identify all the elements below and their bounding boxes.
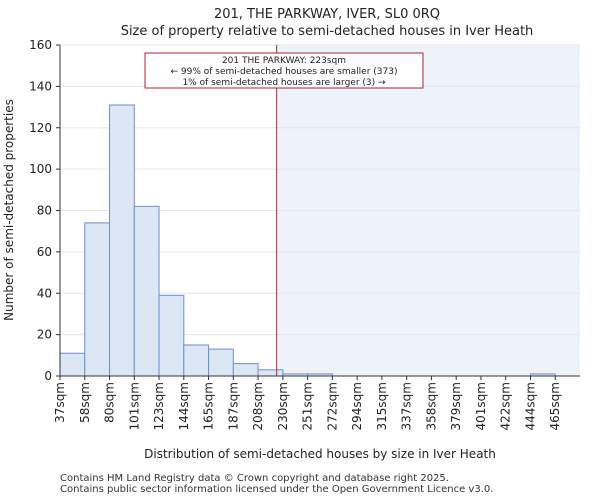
x-tick-label: 358sqm [424,382,438,430]
x-tick-label: 272sqm [325,382,339,430]
annotation-line2: ← 99% of semi-detached houses are smalle… [171,67,398,77]
y-axis-label: Number of semi-detached properties [2,99,16,321]
bar-165sqm [208,348,234,377]
y-tick-labels: 0 20 40 60 80 100 120 140 160 [29,38,60,383]
x-tick-label: 123sqm [152,382,166,430]
chart-title-line2: Size of property relative to semi-detach… [121,24,534,39]
x-tick-label: 208sqm [251,382,265,430]
footer-line1: Contains HM Land Registry data © Crown c… [60,473,449,484]
y-tick-label: 120 [29,121,52,135]
x-tick-label: 144sqm [177,382,191,430]
x-tick-label: 422sqm [499,382,513,430]
annotation-line3: 1% of semi-detached houses are larger (3… [182,78,386,88]
x-tick-label: 465sqm [548,382,562,430]
bar-187sqm [232,363,259,377]
y-tick-label: 100 [29,162,52,176]
x-tick-label: 315sqm [375,382,389,430]
y-tick-label: 20 [37,328,52,342]
y-tick-label: 40 [37,286,52,300]
x-tick-label: 230sqm [276,382,290,430]
x-tick-label: 337sqm [400,382,414,430]
x-tick-label: 251sqm [301,382,315,430]
bar-37sqm [59,352,86,377]
bar-101sqm [133,205,160,377]
x-tick-label: 379sqm [449,382,463,430]
y-tick-label: 160 [29,38,52,52]
x-tick-label: 165sqm [202,382,216,430]
bar-58sqm [84,222,111,377]
bar-80sqm [109,104,135,377]
x-axis-label: Distribution of semi-detached houses by … [144,447,496,461]
x-tick-label: 37sqm [53,382,67,423]
bar-123sqm [158,294,185,377]
y-tick-label: 80 [37,204,52,218]
y-tick-label: 140 [29,79,52,93]
chart-title-line1: 201, THE PARKWAY, IVER, SL0 0RQ [214,7,440,22]
bar-208sqm [257,369,284,377]
annotation-box: 201 THE PARKWAY: 223sqm ← 99% of semi-de… [144,52,424,89]
bars [59,104,556,377]
y-tick-label: 60 [37,245,52,259]
annotation-line1: 201 THE PARKWAY: 223sqm [222,56,346,66]
x-tick-label: 294sqm [350,382,364,430]
footer-line2: Contains public sector information licen… [60,484,494,495]
x-tick-labels: 37sqm 58sqm 80sqm 101sqm 123sqm 144sqm 165sqm 1… [53,376,562,430]
x-tick-label: 80sqm [103,382,117,423]
x-tick-label: 444sqm [523,382,537,430]
x-tick-label: 187sqm [226,382,240,430]
bar-144sqm [183,344,210,377]
x-tick-label: 401sqm [474,382,488,430]
x-tick-label: 58sqm [78,382,92,423]
x-tick-label: 101sqm [127,382,141,430]
y-tick-label: 0 [44,369,52,383]
